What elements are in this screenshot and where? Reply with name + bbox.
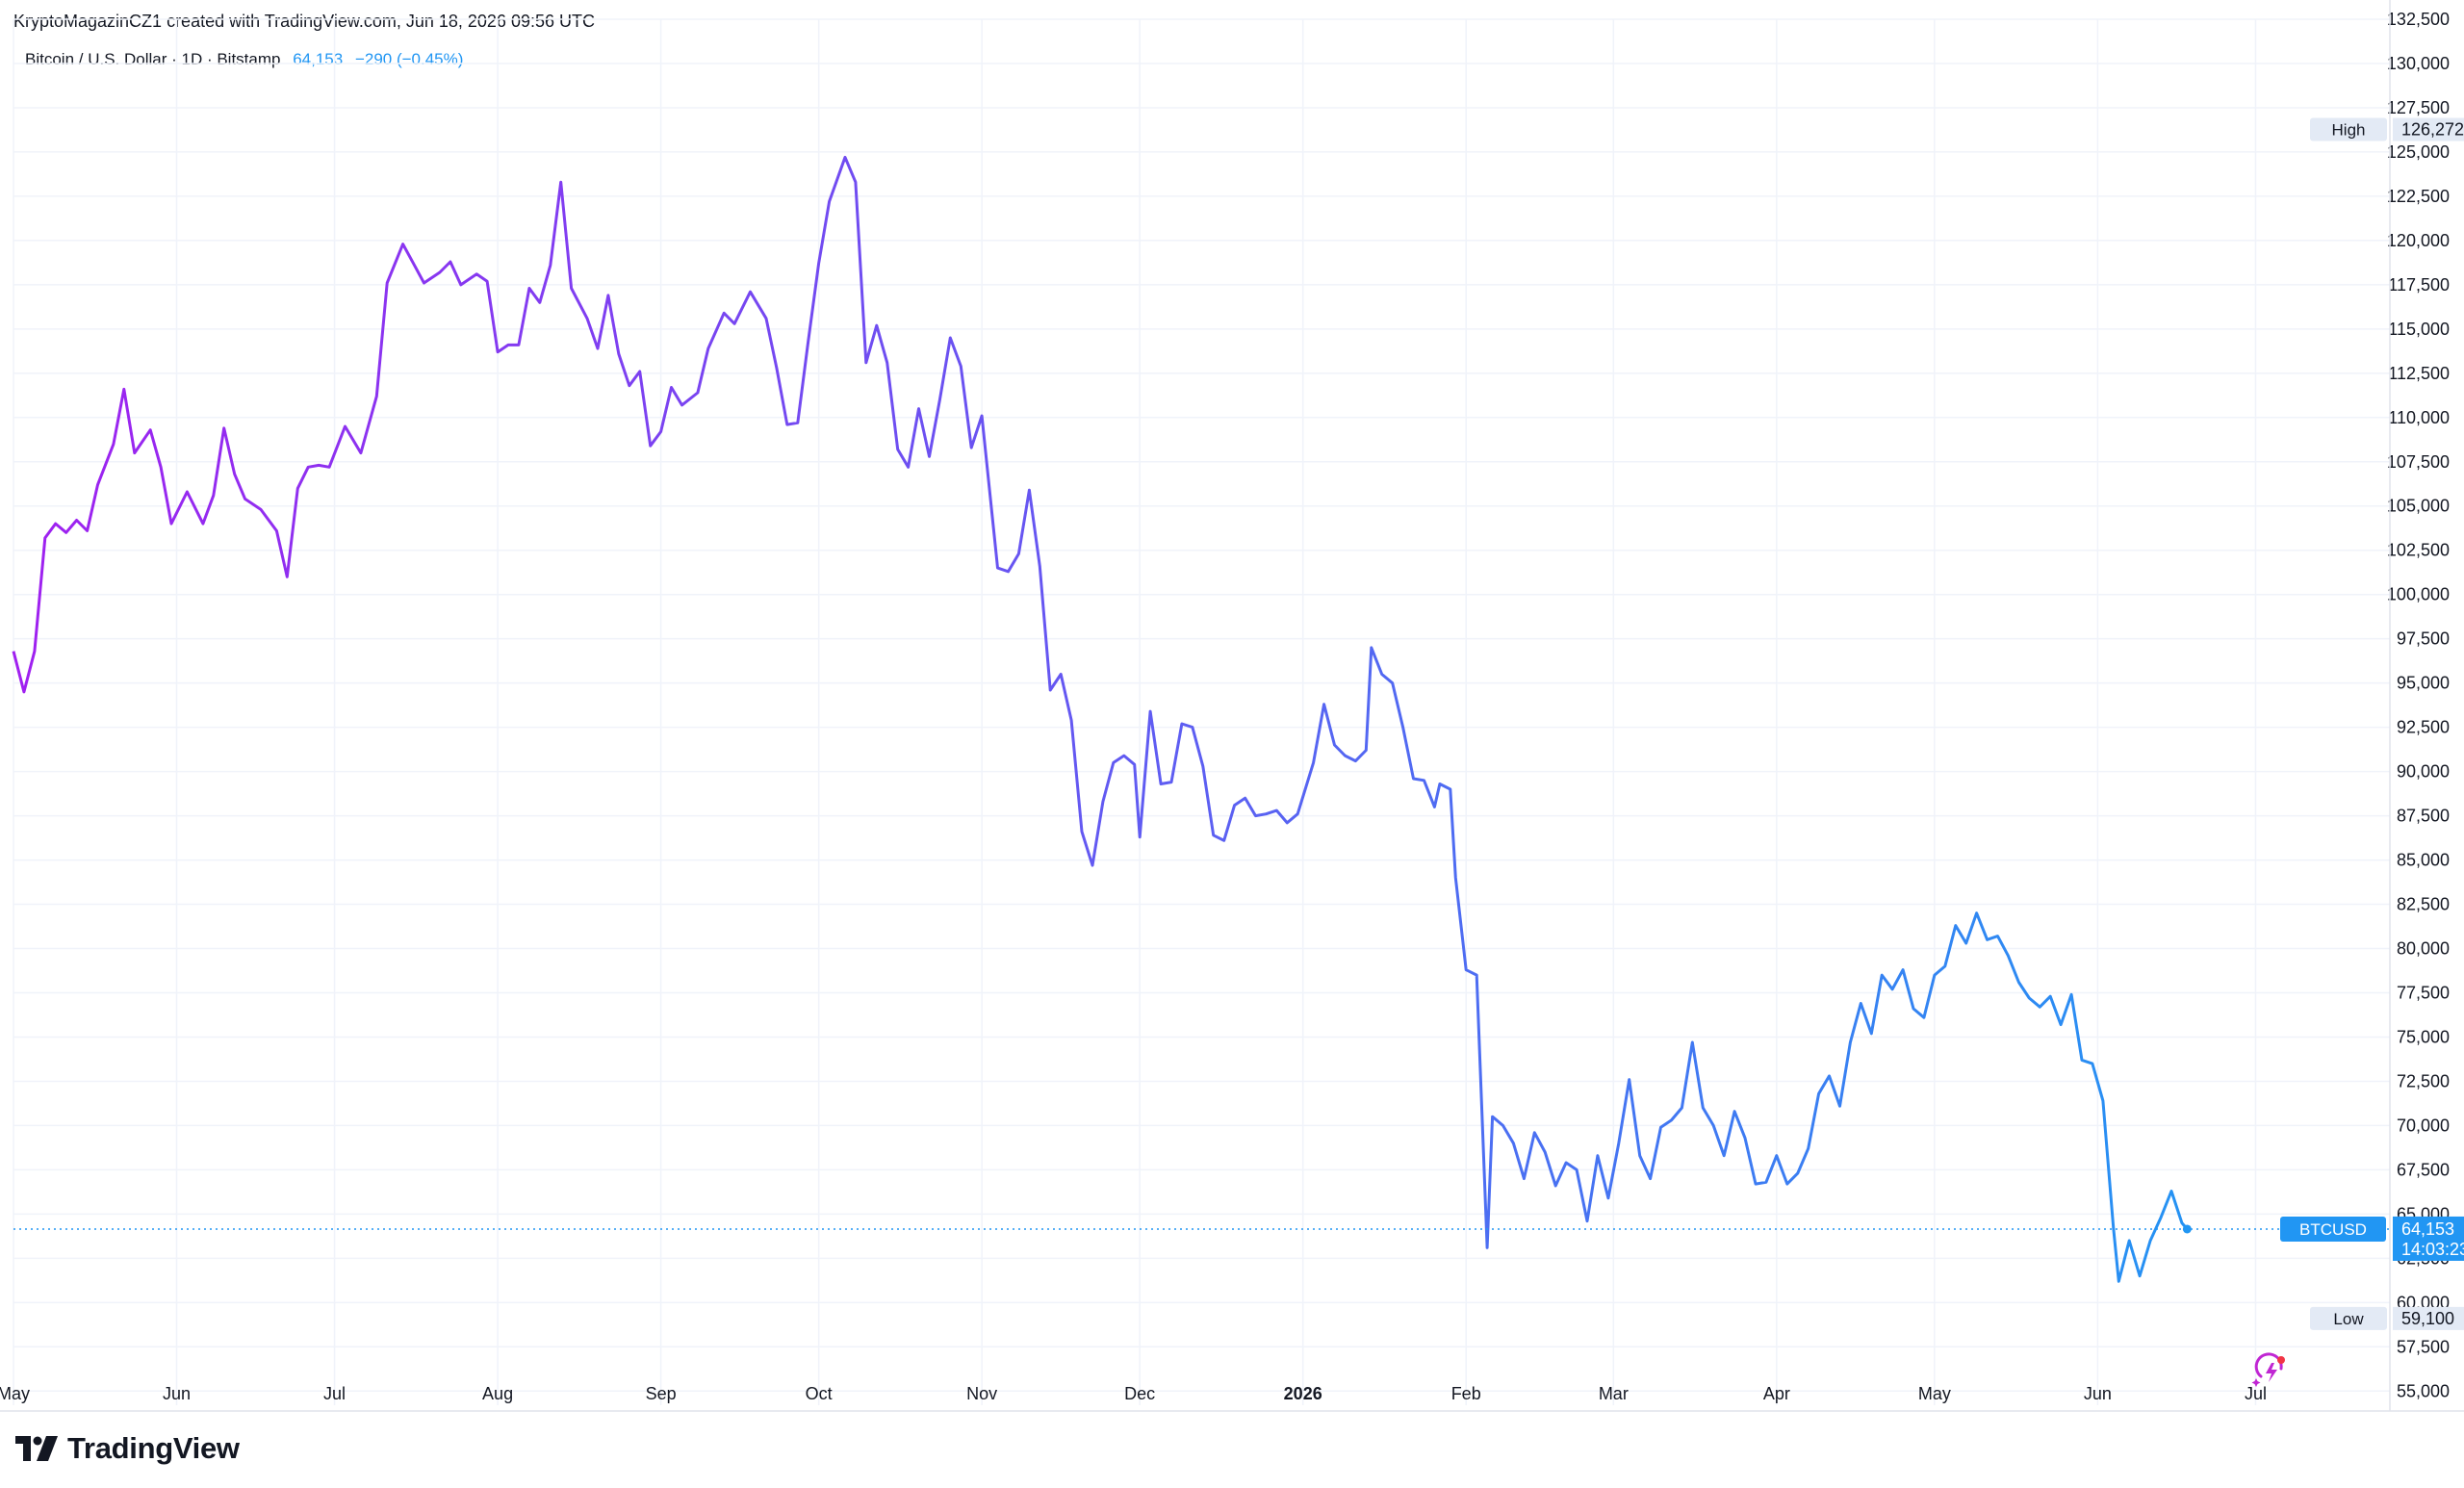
- y-tick-label: 75,000: [2397, 1027, 2450, 1046]
- last-price-label: 64,153: [2401, 1219, 2454, 1239]
- y-tick-label: 80,000: [2397, 939, 2450, 959]
- logo-text: TradingView: [67, 1431, 240, 1465]
- high-value-label: 126,272: [2401, 120, 2464, 140]
- y-tick-label: 117,500: [2388, 275, 2450, 295]
- y-tick-label: 112,500: [2388, 364, 2450, 383]
- x-tick-label: Jun: [2084, 1384, 2112, 1403]
- price-line: [12, 155, 2189, 1283]
- low-value-label: 59,100: [2401, 1309, 2454, 1328]
- x-tick-label: Oct: [806, 1384, 833, 1403]
- y-tick-label: 132,500: [2387, 10, 2450, 29]
- y-tick-label: 120,000: [2387, 231, 2450, 250]
- x-tick-label: 2026: [1284, 1384, 1322, 1403]
- high-value-box: [2393, 117, 2464, 141]
- y-tick-label: 82,500: [2397, 895, 2450, 914]
- lightning-swirl-icon[interactable]: [2251, 1352, 2286, 1387]
- chart-attribution: KryptoMagazinCZ1 created with TradingVie…: [13, 12, 595, 31]
- tradingview-logo[interactable]: TradingView: [15, 1431, 240, 1466]
- y-tick-label: 87,500: [2397, 807, 2450, 826]
- last-price-box: [2393, 1216, 2464, 1261]
- axes: 55,00057,50060,00062,50065,00067,50070,0…: [0, 0, 2464, 1412]
- high-tag: [2310, 117, 2387, 141]
- ticker-label: BTCUSD: [2299, 1220, 2367, 1239]
- y-tick-label: 85,000: [2397, 851, 2450, 870]
- y-tick-label: 105,000: [2387, 497, 2450, 516]
- last-price-dot: [2182, 1224, 2192, 1234]
- countdown-label: 14:03:23: [2401, 1240, 2464, 1259]
- low-tag: [2310, 1306, 2387, 1330]
- y-tick-label: 127,500: [2387, 98, 2450, 117]
- x-tick-label: Nov: [966, 1384, 997, 1403]
- y-tick-label: 110,000: [2388, 408, 2450, 427]
- x-tick-label: Sep: [646, 1384, 677, 1403]
- low-value-box: [2393, 1306, 2464, 1330]
- y-tick-label: 67,500: [2397, 1160, 2450, 1179]
- y-tick-label: 70,000: [2397, 1116, 2450, 1135]
- low-label: Low: [2333, 1310, 2364, 1328]
- y-tick-label: 125,000: [2387, 142, 2450, 162]
- y-tick-label: 55,000: [2397, 1381, 2450, 1400]
- y-tick-label: 95,000: [2397, 674, 2450, 693]
- x-tick-label: Mar: [1599, 1384, 1629, 1403]
- y-tick-label: 100,000: [2387, 585, 2450, 604]
- y-tick-label: 57,500: [2397, 1337, 2450, 1356]
- y-tick-label: 72,500: [2397, 1071, 2450, 1090]
- x-tick-label: Dec: [1124, 1384, 1155, 1403]
- y-tick-label: 77,500: [2397, 983, 2450, 1002]
- tv-logo-icon: [15, 1436, 58, 1461]
- x-tick-label: Jul: [323, 1384, 346, 1403]
- ticker-tag: [2280, 1216, 2386, 1242]
- bottom-right-icon-group: [2251, 1352, 2286, 1387]
- y-tick-label: 115,000: [2388, 320, 2450, 339]
- y-tick-label: 130,000: [2387, 54, 2450, 73]
- y-tick-label: 107,500: [2387, 452, 2450, 472]
- grid: [13, 18, 2390, 1405]
- x-tick-label: Jun: [163, 1384, 191, 1403]
- series-layer: [12, 155, 2390, 1283]
- y-tick-label: 122,500: [2387, 187, 2450, 206]
- x-tick-label: May: [0, 1384, 30, 1403]
- y-tick-label: 102,500: [2387, 541, 2450, 560]
- x-tick-label: May: [1918, 1384, 1951, 1403]
- x-tick-label: Apr: [1763, 1384, 1790, 1403]
- y-tick-label: 92,500: [2397, 718, 2450, 737]
- y-tick-label: 97,500: [2397, 629, 2450, 649]
- high-label: High: [2332, 121, 2366, 140]
- y-tick-label: 90,000: [2397, 762, 2450, 782]
- x-tick-label: Jul: [2245, 1384, 2267, 1403]
- x-tick-label: Feb: [1451, 1384, 1481, 1403]
- x-tick-label: Aug: [482, 1384, 513, 1403]
